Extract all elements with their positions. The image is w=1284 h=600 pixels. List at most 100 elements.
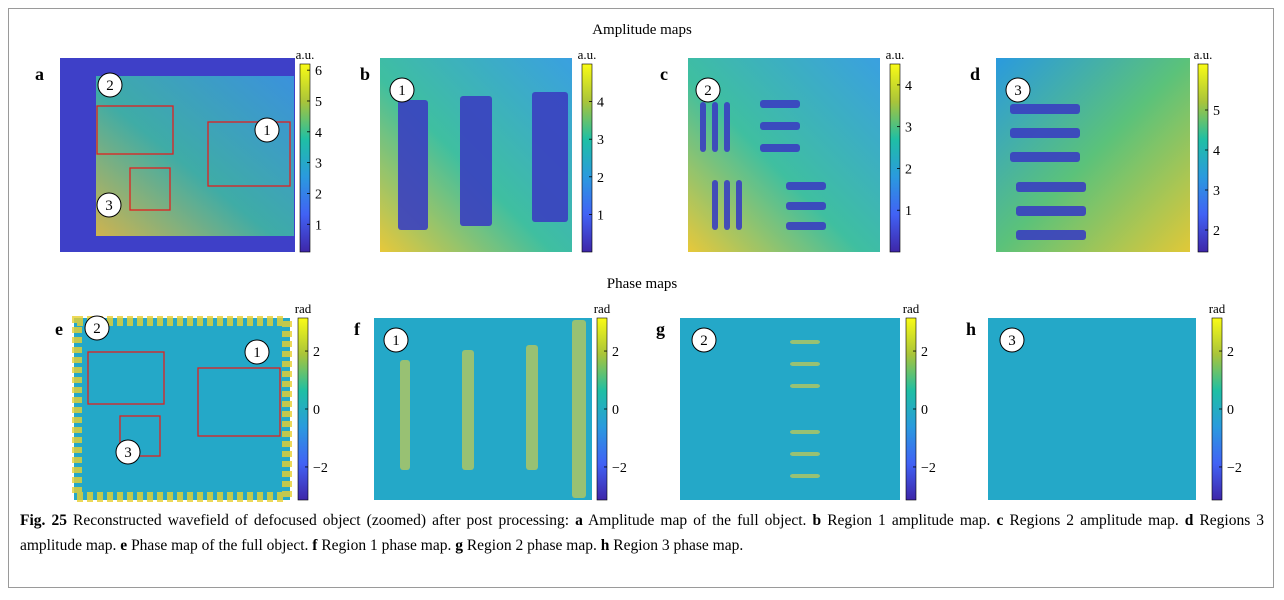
panel: 2 1 3 a a.u. 1 2 3 4 5 6 bbox=[35, 47, 322, 253]
panel: 1 f rad −2 0 2 bbox=[354, 301, 627, 501]
caption-text: Regions 2 amplitude map. bbox=[1009, 512, 1179, 529]
colorbar-unit: rad bbox=[594, 301, 611, 316]
feature bbox=[526, 345, 538, 470]
figure-frame bbox=[8, 8, 1274, 588]
panel: 1 b a.u. 1 2 3 4 bbox=[360, 47, 604, 253]
region-marker bbox=[244, 339, 270, 365]
colorbar-tick-label: 1 bbox=[905, 204, 912, 219]
colorbar-tick-label: 4 bbox=[1213, 144, 1220, 159]
region-number: 1 bbox=[253, 345, 261, 361]
feature bbox=[712, 102, 718, 152]
colorbar-unit: rad bbox=[903, 301, 920, 316]
caption-text: Region 2 phase map. bbox=[466, 537, 597, 554]
region-number: 2 bbox=[700, 333, 708, 349]
colorbar-tick-label: −2 bbox=[313, 461, 328, 476]
feature bbox=[398, 100, 428, 230]
region-box bbox=[207, 121, 291, 187]
panel-letter: c bbox=[660, 64, 668, 84]
colorbar-unit: a.u. bbox=[578, 47, 597, 62]
colorbar-tick-label: 2 bbox=[921, 345, 928, 360]
colorbar-tick-label: −2 bbox=[921, 461, 936, 476]
panel: 2 c a.u. 1 2 3 4 bbox=[660, 47, 912, 253]
region-marker bbox=[1005, 77, 1031, 103]
feature bbox=[760, 122, 800, 130]
feature bbox=[400, 360, 410, 470]
panel: 2 1 3 e rad −2 0 2 bbox=[55, 301, 328, 502]
colorbar-tick-label: 2 bbox=[313, 345, 320, 360]
feature bbox=[790, 474, 820, 478]
region-box bbox=[119, 415, 161, 457]
caption-text: Phase map of the full object. bbox=[131, 537, 309, 554]
caption-text: Region 1 phase map. bbox=[321, 537, 452, 554]
colorbar-tick-label: 3 bbox=[905, 121, 912, 136]
colorbar-tick-label: 5 bbox=[1213, 104, 1220, 119]
region-number: 3 bbox=[124, 445, 132, 461]
region-number: 2 bbox=[106, 78, 114, 94]
feature bbox=[760, 144, 800, 152]
region-box bbox=[129, 167, 171, 211]
colorbar-tick-label: 0 bbox=[1227, 403, 1234, 418]
caption: Fig. 25 Reconstructed wavefield of defoc… bbox=[20, 508, 1264, 558]
region-marker bbox=[383, 327, 409, 353]
colorbar-tick-label: 0 bbox=[612, 403, 619, 418]
colorbar-tick-label: 4 bbox=[315, 126, 322, 141]
colorbar-tick-label: −2 bbox=[612, 461, 627, 476]
panel: 2 g rad −2 0 2 bbox=[656, 301, 936, 501]
map-image bbox=[988, 318, 1196, 500]
feature bbox=[724, 180, 730, 230]
feature bbox=[1016, 182, 1086, 192]
feature bbox=[790, 340, 820, 344]
colorbar-tick-label: 3 bbox=[597, 133, 604, 148]
feature bbox=[790, 430, 820, 434]
region-marker bbox=[97, 72, 123, 98]
caption-letter: a bbox=[575, 512, 583, 529]
map-image bbox=[374, 318, 592, 500]
region-box bbox=[87, 351, 165, 405]
caption-letter: e bbox=[120, 537, 128, 554]
feature bbox=[460, 96, 492, 226]
feature bbox=[1010, 152, 1080, 162]
region-number: 2 bbox=[93, 321, 101, 337]
feature bbox=[724, 102, 730, 152]
feature bbox=[532, 92, 568, 222]
region-number: 1 bbox=[263, 123, 271, 139]
feature bbox=[1016, 206, 1086, 216]
figure: Amplitude maps Phase maps 2 1 3 a a.u. 1 2 3 4 5 6… bbox=[35, 22, 1242, 502]
colorbar-tick-label: 2 bbox=[597, 171, 604, 186]
colorbar-tick-label: 2 bbox=[612, 345, 619, 360]
panel: 3 d a.u. 2 3 4 5 bbox=[970, 47, 1220, 253]
panel-letter: b bbox=[360, 64, 370, 84]
panel-letter: h bbox=[966, 319, 976, 339]
region-number: 1 bbox=[392, 333, 400, 349]
phase-noise-border bbox=[72, 316, 292, 502]
colorbar-tick-label: 2 bbox=[1227, 345, 1234, 360]
colorbar-unit: a.u. bbox=[886, 47, 905, 62]
colorbar-tick-label: 3 bbox=[1213, 184, 1220, 199]
region-number: 3 bbox=[1014, 83, 1022, 99]
feature bbox=[1010, 104, 1080, 114]
colorbar-tick-label: 2 bbox=[315, 187, 322, 202]
colorbar-unit: a.u. bbox=[296, 47, 315, 62]
caption-text: Amplitude map of the full object. bbox=[588, 512, 807, 529]
feature bbox=[786, 202, 826, 210]
caption-label: Fig. 25 bbox=[20, 512, 67, 529]
feature bbox=[790, 452, 820, 456]
region-box bbox=[197, 367, 281, 437]
caption-letter: c bbox=[996, 512, 1004, 529]
caption-letter: h bbox=[600, 537, 610, 554]
region-marker bbox=[115, 439, 141, 465]
panel-letter: f bbox=[354, 319, 361, 339]
feature bbox=[786, 182, 826, 190]
feature bbox=[1016, 230, 1086, 240]
section-title: Phase maps bbox=[607, 276, 678, 292]
colorbar bbox=[889, 63, 901, 253]
colorbar-tick-label: 0 bbox=[313, 403, 320, 418]
colorbar-unit: a.u. bbox=[1194, 47, 1213, 62]
colorbar bbox=[1197, 63, 1209, 253]
feature bbox=[760, 100, 800, 108]
region-marker bbox=[999, 327, 1025, 353]
caption-intro: Reconstructed wavefield of defocused obj… bbox=[73, 512, 570, 529]
section-title: Amplitude maps bbox=[592, 22, 692, 38]
region-marker bbox=[84, 315, 110, 341]
